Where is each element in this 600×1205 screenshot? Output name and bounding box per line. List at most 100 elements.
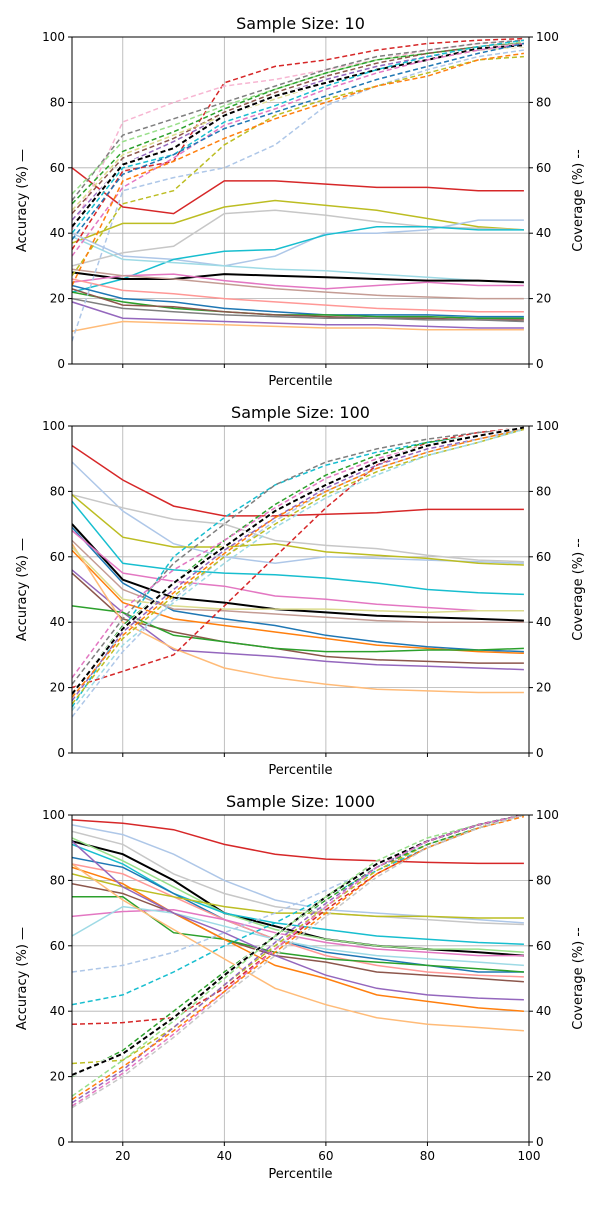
y2-tick-label: 0 <box>536 357 544 371</box>
accuracy-series-line-10 <box>72 569 524 671</box>
accuracy-series-line-8 <box>72 530 524 612</box>
accuracy-series-line-10 <box>72 882 524 983</box>
y-tick-label: 100 <box>42 30 65 44</box>
series-group <box>72 37 525 342</box>
plot-frame <box>71 814 530 1143</box>
y2-tick-label: 100 <box>536 30 559 44</box>
x-tick-label: 60 <box>318 1149 333 1163</box>
y-axis-label: Accuracy (%) — <box>15 927 30 1030</box>
accuracy-series-line-3 <box>72 209 524 267</box>
y2-tick-label: 20 <box>536 292 551 306</box>
y-tick-label: 40 <box>50 1004 65 1018</box>
series-group <box>72 426 525 718</box>
coverage-series-line-13 <box>72 49 525 342</box>
coverage-series-line-9 <box>72 44 524 228</box>
coverage-series-line-1 <box>72 815 525 973</box>
coverage-series-line-2 <box>72 428 525 708</box>
x-tick-label: 100 <box>518 1149 541 1163</box>
y-axis-label: Accuracy (%) — <box>15 149 30 252</box>
accuracy-series-line-12 <box>72 291 524 319</box>
accuracy-series-line-7 <box>72 526 524 653</box>
accuracy-series-line-6 <box>72 523 524 622</box>
y2-tick-label: 60 <box>536 550 551 564</box>
accuracy-series-line-14 <box>72 866 524 1012</box>
y-tick-label: 60 <box>50 550 65 564</box>
accuracy-series-line-6 <box>72 235 524 284</box>
accuracy-series-line-15 <box>72 539 524 623</box>
y2-tick-label: 100 <box>536 808 559 822</box>
y2-tick-label: 20 <box>536 681 551 695</box>
coverage-series-line-12 <box>72 42 525 241</box>
y-tick-label: 0 <box>57 746 65 760</box>
y2-tick-label: 0 <box>536 746 544 760</box>
y-tick-label: 60 <box>50 939 65 953</box>
y2-tick-label: 40 <box>536 1004 551 1018</box>
x-axis-label: Percentile <box>268 374 332 389</box>
accuracy-series-line-2 <box>72 199 524 244</box>
accuracy-series-line-13 <box>72 288 524 321</box>
accuracy-series-line-7 <box>72 856 524 973</box>
y2-tick-label: 80 <box>536 484 551 498</box>
coverage-series-line-7 <box>72 428 525 702</box>
y-tick-label: 0 <box>57 1135 65 1149</box>
accuracy-series-line-5 <box>72 225 524 293</box>
accuracy-series-line-13 <box>72 905 524 967</box>
coverage-series-line-10 <box>72 815 525 1101</box>
coverage-series-line-10 <box>72 428 525 705</box>
x-tick-label: 40 <box>217 1149 232 1163</box>
accuracy-series-line-5 <box>72 500 524 596</box>
y2-axis-label: Coverage (%) -- <box>571 538 586 641</box>
coverage-series-line-6 <box>72 426 525 695</box>
coverage-series-line-9 <box>72 428 525 698</box>
coverage-series-line-14 <box>72 55 524 277</box>
y-tick-label: 20 <box>50 681 65 695</box>
y2-tick-label: 40 <box>536 226 551 240</box>
y-tick-label: 40 <box>50 226 65 240</box>
coverage-series-line-10 <box>72 39 525 234</box>
chart-title: Sample Size: 1000 <box>226 792 375 811</box>
accuracy-series-line-2 <box>72 824 524 924</box>
y2-tick-label: 80 <box>536 873 551 887</box>
coverage-series-line-3 <box>72 428 524 685</box>
coverage-series-line-3 <box>72 39 524 201</box>
y-tick-label: 100 <box>42 808 65 822</box>
chart-panel-1: 0 0 20 20 40 40 60 60 80 80 100 100 Sample Size: 10 P… <box>15 14 586 389</box>
y2-tick-label: 80 <box>536 95 551 109</box>
y-tick-label: 100 <box>42 419 65 433</box>
coverage-series-line-8 <box>72 428 525 718</box>
x-axis-label: Percentile <box>268 1167 332 1182</box>
y2-axis-label: Coverage (%) -- <box>571 149 586 252</box>
accuracy-series-line-7 <box>72 271 524 284</box>
series-group <box>72 815 525 1109</box>
chart-title: Sample Size: 100 <box>231 403 370 422</box>
accuracy-series-line-4 <box>72 494 524 566</box>
accuracy-series-line-16 <box>72 840 524 1001</box>
coverage-series-line-5 <box>72 815 525 1078</box>
coverage-series-line-5 <box>72 428 525 679</box>
accuracy-series-line-15 <box>72 301 524 329</box>
coverage-series-line-15 <box>72 52 525 286</box>
coverage-series-line-7 <box>72 815 525 1097</box>
y-tick-label: 20 <box>50 292 65 306</box>
coverage-series-line-2 <box>72 39 524 231</box>
accuracy-series-line-10 <box>72 278 524 313</box>
x-tick-label: 80 <box>420 1149 435 1163</box>
coverage-series-line-11 <box>72 815 525 1109</box>
coverage-series-line-7 <box>72 44 524 221</box>
y-tick-label: 80 <box>50 484 65 498</box>
y-tick-label: 60 <box>50 161 65 175</box>
y-tick-label: 80 <box>50 95 65 109</box>
coverage-series-line-11 <box>72 42 525 257</box>
accuracy-series-line-12 <box>72 909 524 957</box>
coverage-series-line-6 <box>72 42 524 215</box>
accuracy-series-line-1 <box>72 819 524 865</box>
y2-tick-label: 100 <box>536 419 559 433</box>
y2-tick-label: 60 <box>536 939 551 953</box>
accuracy-series-line-11 <box>72 572 524 664</box>
y2-tick-label: 40 <box>536 615 551 629</box>
coverage-series-line-4 <box>72 41 524 195</box>
accuracy-series-line-15 <box>72 863 524 1032</box>
